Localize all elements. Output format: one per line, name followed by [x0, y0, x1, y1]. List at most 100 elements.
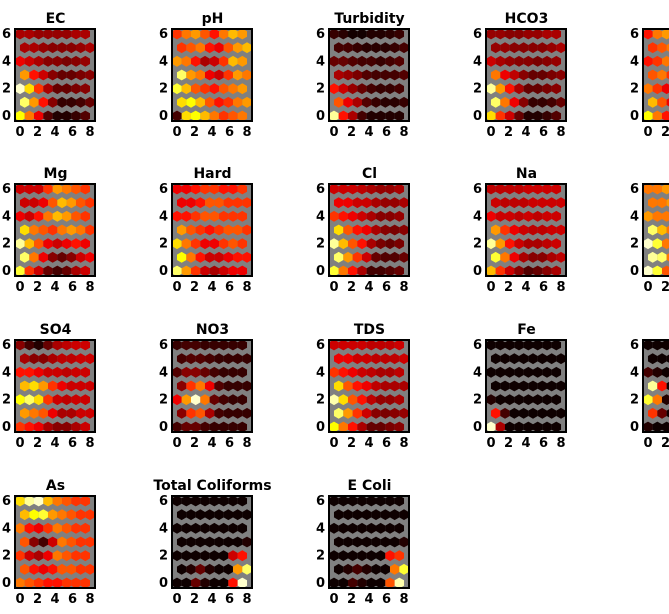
- hex-cell: [228, 522, 238, 534]
- hex-cell: [228, 83, 238, 95]
- hex-cell: [204, 197, 215, 209]
- hex-cell: [176, 509, 187, 521]
- axes-frame: [642, 28, 669, 122]
- x-tick-label: 0: [329, 592, 338, 607]
- hex-cell: [80, 577, 91, 588]
- hex-cell: [486, 83, 496, 95]
- hex-cell: [528, 380, 538, 392]
- hex-cell: [33, 238, 44, 250]
- hex-cell: [218, 265, 229, 276]
- hex-cell: [338, 210, 349, 222]
- hex-cell: [523, 265, 534, 276]
- hex-cell: [333, 251, 344, 263]
- hex-cell: [523, 366, 534, 378]
- hex-cell: [15, 83, 25, 95]
- hex-cell: [47, 509, 58, 521]
- x-tick-label: 4: [207, 125, 216, 140]
- hex-cell: [237, 522, 248, 534]
- hex-cell: [352, 380, 363, 392]
- hex-cell: [399, 251, 409, 263]
- hex-cell: [329, 577, 339, 588]
- hex-cell: [80, 340, 91, 351]
- hex-cell: [29, 96, 39, 108]
- hex-cell: [43, 29, 53, 40]
- hex-cell: [652, 29, 663, 40]
- hex-cell: [338, 184, 349, 195]
- hex-cell: [366, 550, 377, 562]
- hex-cell: [542, 110, 552, 121]
- x-tick-label: 8: [242, 592, 251, 607]
- hex-cell: [214, 96, 224, 108]
- y-tick-label: 6: [316, 182, 325, 197]
- hex-cell: [200, 238, 210, 250]
- hex-cell: [495, 340, 506, 351]
- hex-cell: [181, 550, 192, 562]
- hex-cell: [333, 224, 344, 236]
- hex-cell: [366, 394, 377, 406]
- hex-cell: [385, 55, 395, 67]
- hex-cell: [357, 421, 367, 432]
- hex-cell: [518, 224, 529, 236]
- hex-cell: [223, 197, 234, 209]
- hex-cell: [528, 96, 538, 108]
- hex-cell: [66, 509, 77, 521]
- hex-cell: [661, 110, 669, 121]
- hex-cell: [551, 265, 562, 276]
- y-tick-label: 0: [630, 109, 639, 124]
- hex-cell: [232, 563, 243, 575]
- hex-cell: [66, 197, 77, 209]
- x-tick-label: 4: [207, 280, 216, 295]
- hex-cell: [486, 265, 496, 276]
- x-tick-label: 6: [68, 592, 77, 607]
- hex-cell: [518, 407, 529, 419]
- hex-cell: [61, 83, 72, 95]
- hex-cell: [514, 265, 524, 276]
- x-tick-label: 6: [382, 436, 391, 451]
- hex-cell: [352, 224, 363, 236]
- hex-cell: [509, 96, 520, 108]
- hex-cell: [399, 197, 409, 209]
- hex-cell: [338, 238, 349, 250]
- x-tick-label: 8: [85, 592, 94, 607]
- hex-cell: [329, 366, 339, 378]
- hex-cell: [33, 55, 44, 67]
- hex-cell: [190, 394, 201, 406]
- hex-cell: [375, 366, 386, 378]
- hex-cell: [15, 366, 25, 378]
- hex-cell: [643, 265, 653, 276]
- hex-cell: [38, 42, 49, 54]
- hex-cell: [209, 366, 220, 378]
- hex-cell: [500, 96, 510, 108]
- hex-cell: [181, 577, 192, 588]
- hex-cell: [204, 536, 215, 548]
- hex-cell: [223, 251, 234, 263]
- hex-cell: [43, 238, 53, 250]
- hex-cell: [394, 340, 405, 351]
- hex-cell: [551, 238, 562, 250]
- y-tick-label: 4: [473, 54, 482, 69]
- hex-cell: [509, 197, 520, 209]
- hex-cell: [657, 407, 667, 419]
- hex-cells: [15, 496, 95, 588]
- hex-cell: [537, 96, 548, 108]
- hex-cell: [661, 210, 669, 222]
- hex-cell: [347, 210, 358, 222]
- hex-cell: [551, 394, 562, 406]
- hex-cell: [352, 353, 363, 365]
- x-tick-label: 0: [643, 436, 652, 451]
- hex-cell: [29, 69, 39, 81]
- hex-cell: [218, 577, 229, 588]
- hex-cell: [38, 563, 49, 575]
- hex-cell: [546, 407, 557, 419]
- hex-cell: [237, 394, 248, 406]
- hex-cell: [237, 110, 248, 121]
- hex-cell: [532, 110, 543, 121]
- hex-cell: [172, 55, 182, 67]
- y-tick-label: 6: [630, 338, 639, 353]
- hex-cell: [394, 83, 405, 95]
- hex-cell: [343, 563, 353, 575]
- hex-cell: [52, 55, 63, 67]
- hex-cell: [204, 563, 215, 575]
- hex-cell: [385, 577, 395, 588]
